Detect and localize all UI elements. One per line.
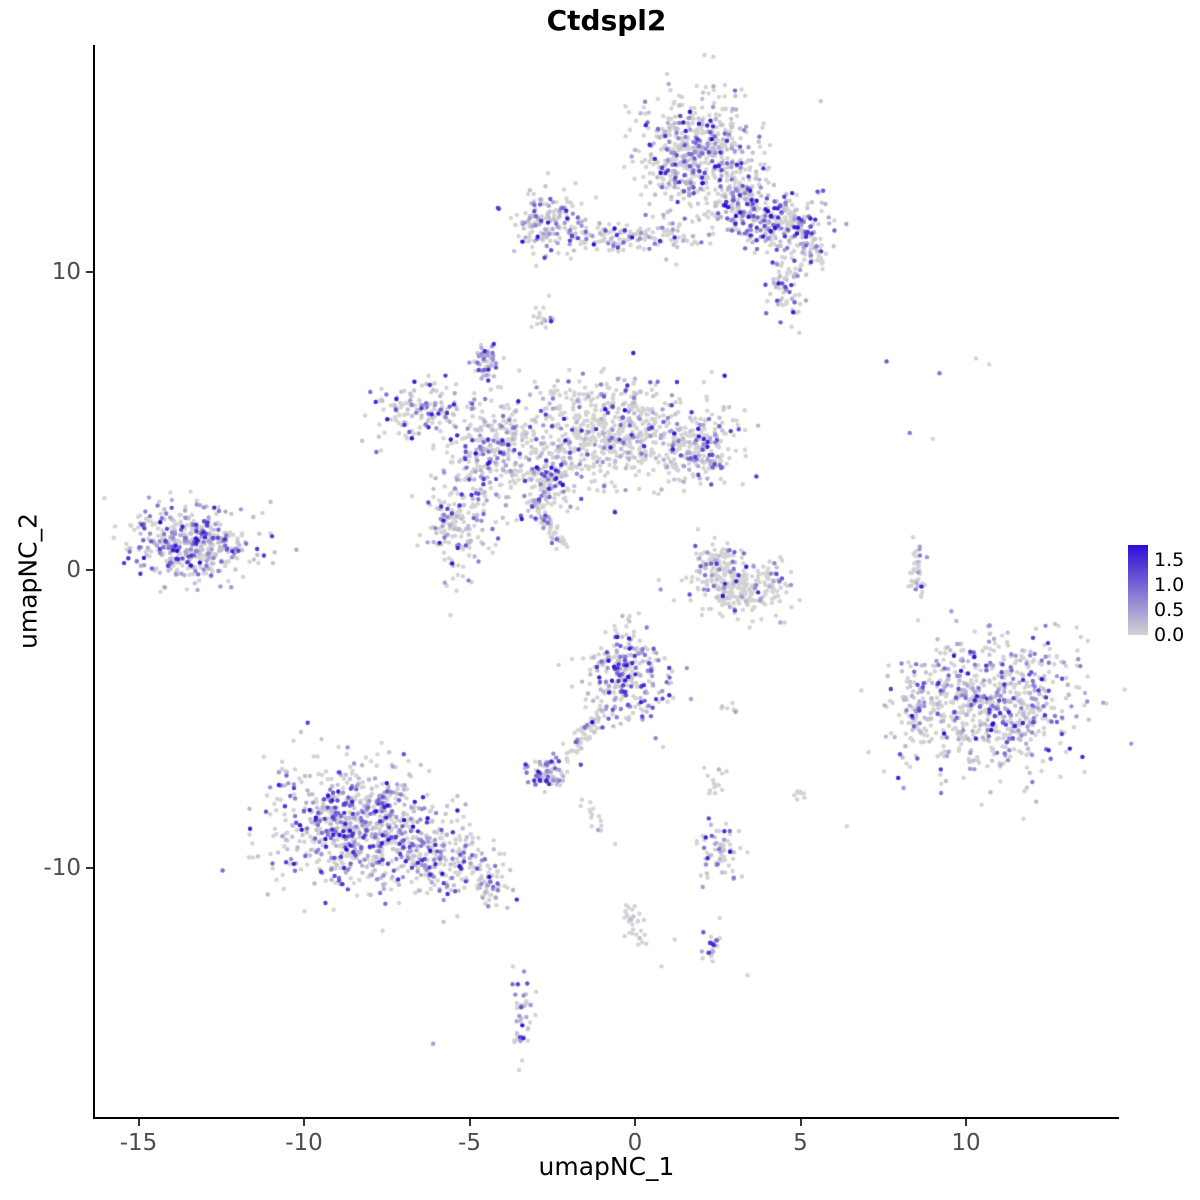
x-axis-line [93,1117,1119,1119]
legend-tick-label: 1.5 [1154,549,1185,571]
y-tick-mark [86,271,93,273]
x-tick-label: -15 [119,1130,158,1156]
y-tick-mark [86,867,93,869]
legend-tick-label: 1.0 [1154,574,1185,596]
legend-tick-label: 0.0 [1154,624,1185,646]
x-tick-mark [137,1119,140,1126]
y-tick-label: -10 [43,855,81,881]
y-tick-label: 10 [51,259,81,285]
y-axis-line [93,45,95,1119]
legend-tick-label: 0.5 [1154,599,1185,621]
x-tick-mark [965,1119,967,1126]
x-tick-label: 0 [627,1130,643,1156]
legend-gradient-bar [1128,545,1148,635]
x-tick-label: -10 [285,1130,323,1156]
x-tick-label: 10 [951,1130,981,1156]
y-tick-label: 0 [66,557,81,583]
x-axis-title: umapNC_1 [538,1152,675,1181]
chart-title: Ctdspl2 [546,4,667,37]
x-tick-label: 5 [793,1130,808,1156]
y-axis-title: umapNC_2 [13,513,43,649]
x-tick-mark [303,1119,305,1126]
x-tick-label: -5 [458,1130,481,1156]
x-tick-mark [799,1119,802,1126]
x-tick-mark [634,1119,636,1126]
y-tick-mark [86,569,93,571]
x-tick-mark [468,1119,471,1126]
